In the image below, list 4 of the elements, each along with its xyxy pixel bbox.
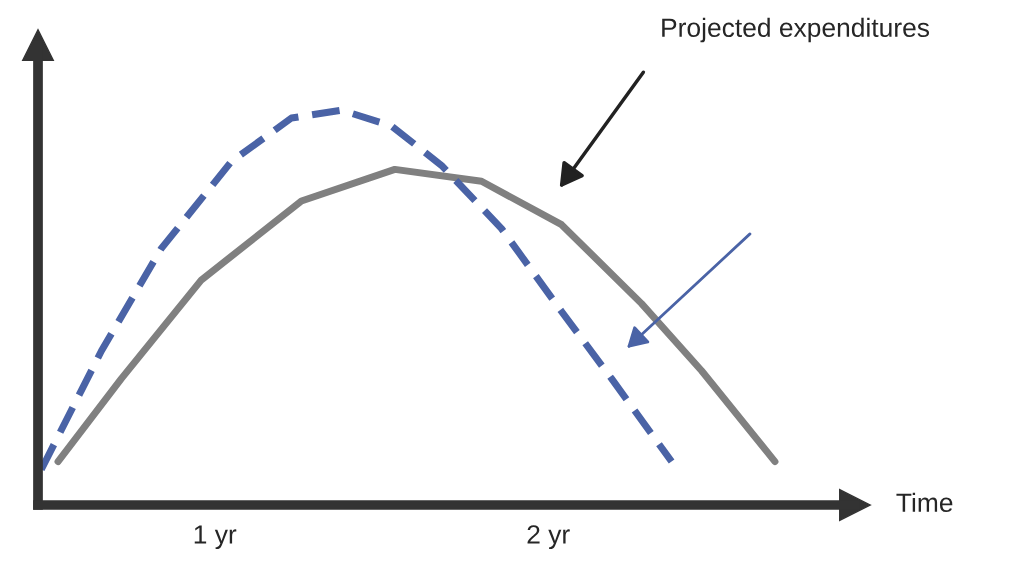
text: Projected expenditures [662, 17, 930, 43]
x-tick-label: 1 yr [194, 525, 237, 550]
x-tick-label: 2 yr [527, 525, 570, 550]
x-axis-title: Time [896, 492, 953, 513]
